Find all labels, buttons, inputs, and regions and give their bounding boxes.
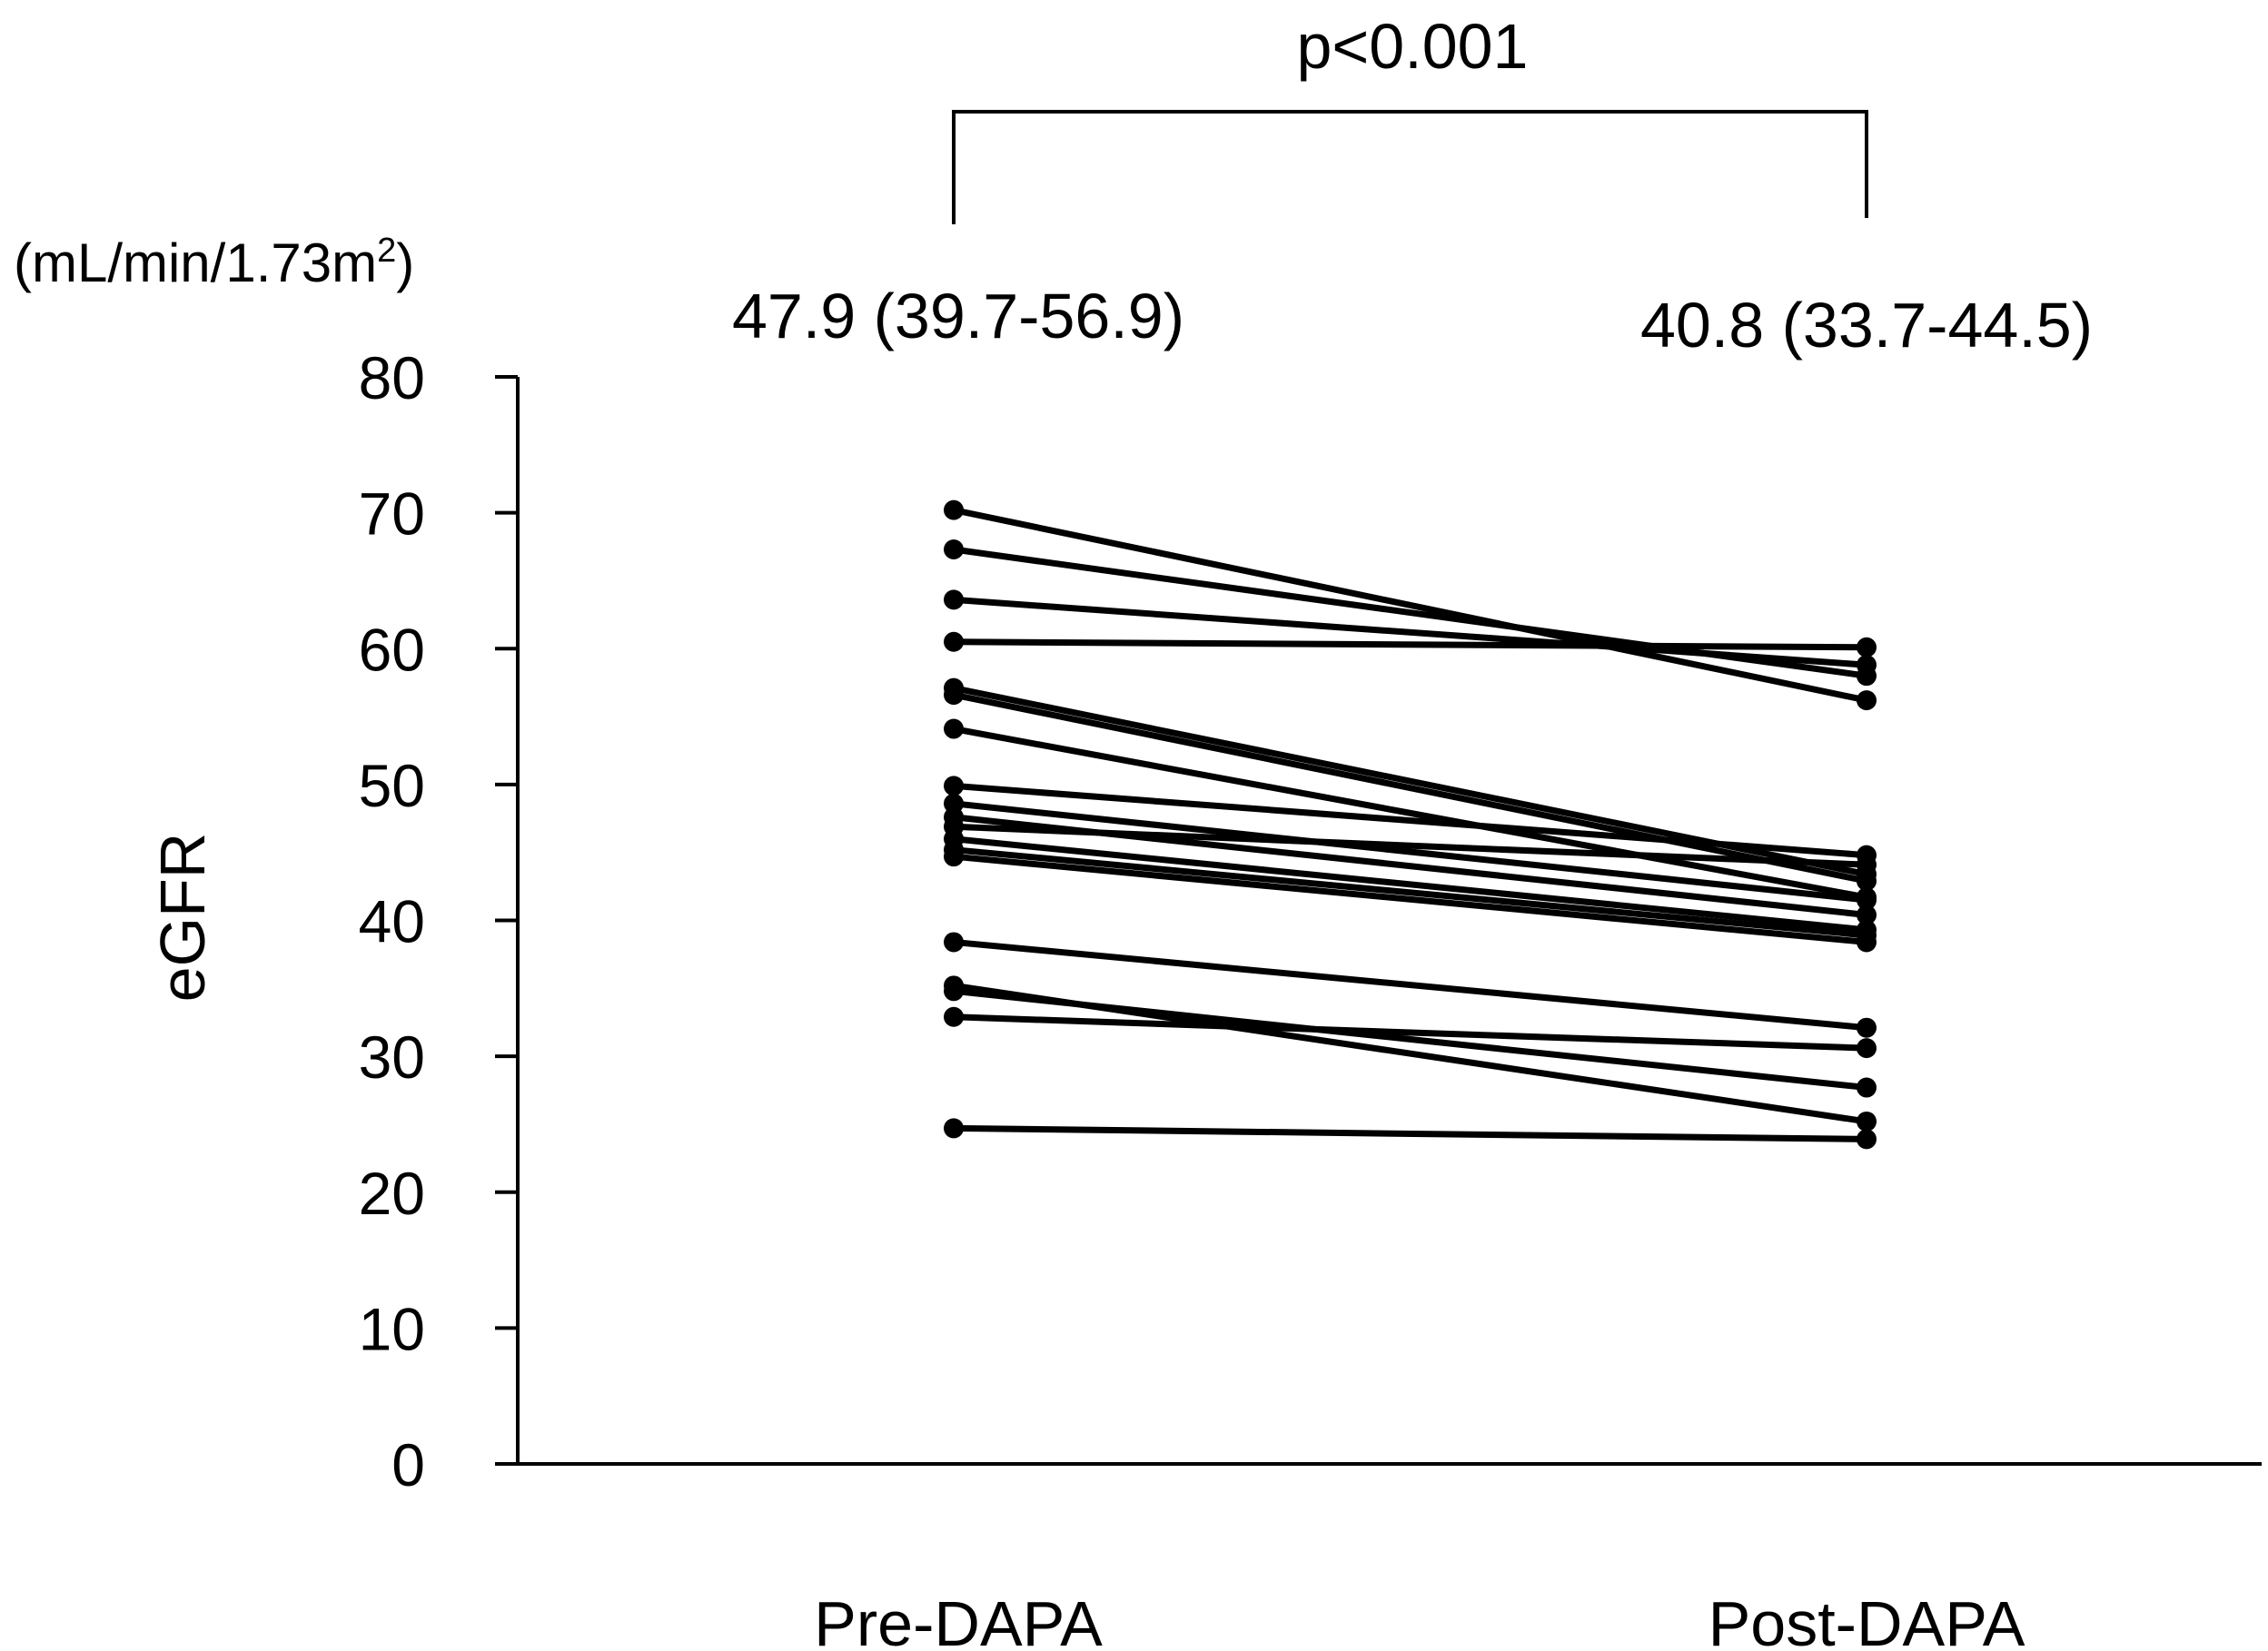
point-post-3 <box>1857 655 1877 676</box>
series-line-18 <box>953 1013 1867 1052</box>
series-line-4 <box>953 638 1867 651</box>
point-pre-8 <box>944 776 964 796</box>
point-post-19 <box>1857 1129 1877 1150</box>
series-line-6 <box>953 691 1867 885</box>
series-line-12 <box>953 835 1867 934</box>
summary-label-pre: 47.9 (39.7-56.9) <box>732 281 1184 351</box>
series-group <box>944 499 1877 1150</box>
significance-bracket <box>952 110 1868 224</box>
y-tick-label-20: 20 <box>359 1160 425 1227</box>
y-tick-label-70: 70 <box>359 480 425 548</box>
point-pre-6 <box>944 685 964 706</box>
point-post-10 <box>1857 905 1877 925</box>
point-post-16 <box>1857 1111 1877 1132</box>
point-post-6 <box>1857 871 1877 892</box>
y-tick-label-50: 50 <box>359 752 425 819</box>
y-tick-label-60: 60 <box>359 616 425 683</box>
series-line-15 <box>953 938 1867 1032</box>
y-tick-label-80: 80 <box>359 344 425 411</box>
point-post-17 <box>1857 1077 1877 1098</box>
summary-label-post: 40.8 (33.7-44.5) <box>1640 290 2093 361</box>
point-post-1 <box>1857 690 1877 711</box>
y-tick-label-10: 10 <box>359 1295 425 1362</box>
series-line-3 <box>953 596 1867 668</box>
point-pre-3 <box>944 589 964 610</box>
point-pre-1 <box>944 499 964 520</box>
x-category-label-pre: Pre-DAPA <box>814 1588 1103 1651</box>
point-pre-15 <box>944 932 964 953</box>
point-post-14 <box>1857 932 1877 953</box>
annotations: (mL/min/1.73m2) eGFR p<0.001 47.9 (39.7-… <box>14 11 2093 1651</box>
series-line-13 <box>953 846 1867 939</box>
point-post-4 <box>1857 637 1877 657</box>
point-pre-19 <box>944 1118 964 1139</box>
point-post-18 <box>1857 1038 1877 1059</box>
p-value-label: p<0.001 <box>1297 11 1529 82</box>
point-pre-7 <box>944 718 964 739</box>
point-post-9 <box>1857 890 1877 911</box>
series-line-19 <box>953 1124 1867 1142</box>
y-tick-label-0: 0 <box>391 1431 425 1498</box>
series-line-8 <box>953 782 1867 859</box>
series-line-17 <box>953 987 1867 1092</box>
point-pre-18 <box>944 1006 964 1027</box>
y-unit-label: (mL/min/1.73m2) <box>14 232 414 293</box>
point-pre-2 <box>944 539 964 560</box>
point-post-11 <box>1857 855 1877 875</box>
y-axis-title: eGFR <box>147 833 218 1003</box>
y-tick-label-40: 40 <box>359 888 425 955</box>
point-pre-14 <box>944 846 964 867</box>
y-tick-label-30: 30 <box>359 1023 425 1091</box>
series-line-1 <box>953 507 1867 704</box>
point-pre-4 <box>944 631 964 652</box>
series-line-11 <box>953 823 1867 868</box>
point-pre-17 <box>944 981 964 1002</box>
series-line-7 <box>953 726 1867 901</box>
point-post-15 <box>1857 1017 1877 1038</box>
series-line-9 <box>953 800 1867 904</box>
axes: 0 10 20 30 40 50 60 70 80 <box>359 344 2262 1498</box>
x-category-label-post: Post-DAPA <box>1708 1588 2025 1651</box>
series-line-14 <box>953 853 1867 945</box>
